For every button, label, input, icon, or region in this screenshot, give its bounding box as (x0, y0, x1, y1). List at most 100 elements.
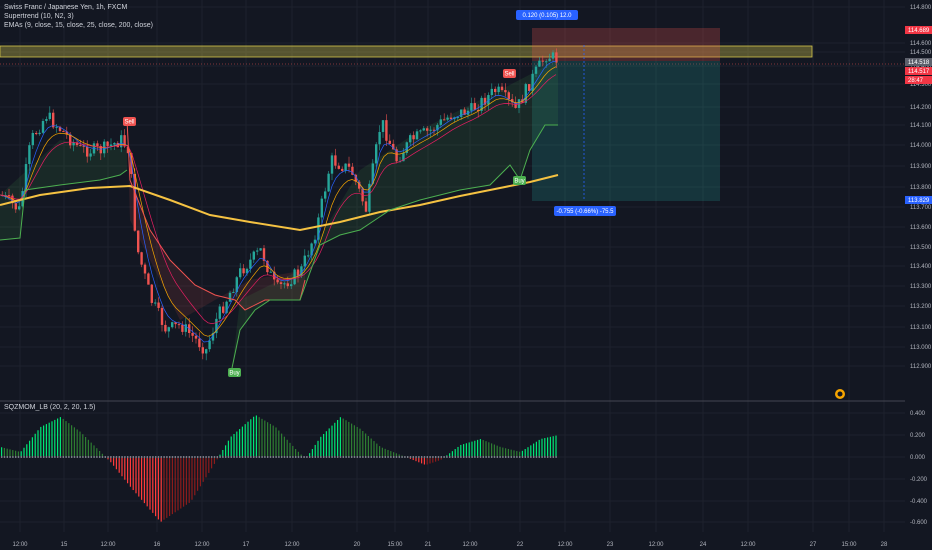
momentum-bar (370, 438, 372, 457)
candle (538, 60, 541, 67)
momentum-bar (527, 447, 529, 457)
momentum-bar (239, 429, 241, 457)
candle (429, 129, 432, 131)
squeeze-dot (31, 456, 34, 458)
resistance-zone[interactable] (0, 45, 813, 58)
candle (341, 168, 344, 171)
loss-label: -0.755 (-0.66%) -75.5 (556, 209, 614, 215)
momentum-bar (283, 436, 285, 457)
symbol-title[interactable]: Swiss Franc / Japanese Yen, 1h, FXCM (4, 4, 128, 11)
squeeze-dot (213, 456, 216, 458)
squeeze-dot (524, 456, 526, 458)
squeeze-dot (401, 456, 403, 458)
time-tick: 12:00 (740, 542, 756, 548)
momentum-bar (552, 436, 554, 457)
squeeze-dot (409, 456, 412, 458)
candle (147, 273, 150, 285)
squeeze-dot (440, 456, 442, 458)
target-price-tag-bg (905, 26, 932, 34)
short-position-tool[interactable]: 0.120 (0.105) 12.0 -0.755 (-0.66%) -75.5 (516, 10, 720, 216)
candle (7, 195, 11, 197)
momentum-bar (491, 443, 493, 457)
squeeze-dot (345, 456, 347, 458)
candle (473, 103, 476, 110)
momentum-bar (208, 457, 210, 473)
time-axis[interactable]: 12:00 15 12:00 16 12:00 17 12:00 20 15:00 21 12:00… (0, 532, 932, 550)
price-tick: 113.400 (910, 264, 932, 270)
momentum-bar (68, 423, 70, 457)
supertrend-legend[interactable]: Supertrend (10, N2, 3) (4, 13, 74, 20)
emas-legend[interactable]: EMAs (9, close, 15, close, 25, close, 20… (4, 22, 154, 29)
momentum-bar (34, 433, 36, 457)
momentum-bar (149, 457, 151, 510)
ema-200-line (0, 174, 559, 232)
momentum-bar (29, 440, 31, 457)
candle (517, 99, 521, 108)
squeeze-dot (320, 456, 322, 458)
price-axis[interactable]: 114.800114.600114.500114.400114.300114.2… (905, 0, 932, 550)
current-price-tag: 114.517 (908, 69, 930, 75)
supertrend-fill-up (232, 60, 558, 368)
momentum-bar (278, 430, 280, 457)
squeeze-dot (519, 456, 521, 458)
squeeze-dot (141, 456, 143, 458)
osc-tick: 0.200 (910, 433, 926, 439)
momentum-bar (373, 441, 375, 457)
supertrend-fill-up (0, 140, 127, 240)
momentum-bar (449, 453, 451, 457)
momentum-bar (37, 430, 39, 457)
squeeze-dot (547, 456, 549, 458)
candle (72, 142, 75, 146)
squeeze-dot (267, 456, 269, 458)
price-tick: 114.000 (910, 143, 932, 149)
squeeze-dot (121, 456, 123, 458)
candle (446, 117, 449, 120)
candlestick-series (1, 48, 558, 361)
squeeze-dot (157, 456, 160, 458)
squeeze-dot (241, 456, 244, 458)
momentum-bar (510, 449, 512, 457)
momentum-bar (31, 437, 33, 457)
momentum-bar (516, 451, 518, 457)
momentum-bar (99, 451, 101, 457)
candle (252, 251, 255, 260)
candle (75, 142, 79, 146)
momentum-bar (286, 439, 288, 457)
momentum-bar (488, 442, 490, 457)
momentum-bar (261, 418, 263, 457)
squeeze-dot (328, 456, 330, 458)
squeeze-dot (426, 456, 428, 458)
candle (69, 134, 72, 146)
squeeze-dot (370, 456, 372, 458)
candle (99, 146, 102, 154)
squeeze-dot (407, 456, 409, 458)
squeeze-dot (286, 456, 288, 458)
candle (351, 166, 354, 175)
candle (109, 144, 113, 146)
squeeze-dot (23, 456, 25, 458)
candle (439, 119, 442, 125)
candle (395, 149, 398, 162)
candle (347, 163, 351, 167)
price-tick: 114.200 (910, 105, 932, 111)
squeeze-dot (233, 456, 235, 458)
momentum-bar (345, 420, 347, 457)
momentum-bar (160, 457, 162, 522)
time-tick: 17 (243, 542, 250, 548)
candle (201, 347, 204, 354)
squeeze-dot (496, 456, 498, 458)
candle (371, 163, 374, 184)
squeeze-dot (555, 456, 557, 458)
momentum-bar (6, 448, 8, 457)
momentum-bar (317, 440, 319, 457)
price-tick: 113.500 (910, 245, 932, 251)
oscillator-legend[interactable]: SQZMOM_LB (20, 2, 20, 1.5) (4, 404, 96, 411)
squeeze-dot (171, 456, 174, 458)
squeeze-dot (62, 456, 64, 458)
momentum-bar (474, 440, 476, 457)
candle (225, 301, 228, 313)
candle (436, 124, 439, 131)
sell-signal-bg (503, 69, 516, 78)
momentum-bar (146, 457, 148, 507)
